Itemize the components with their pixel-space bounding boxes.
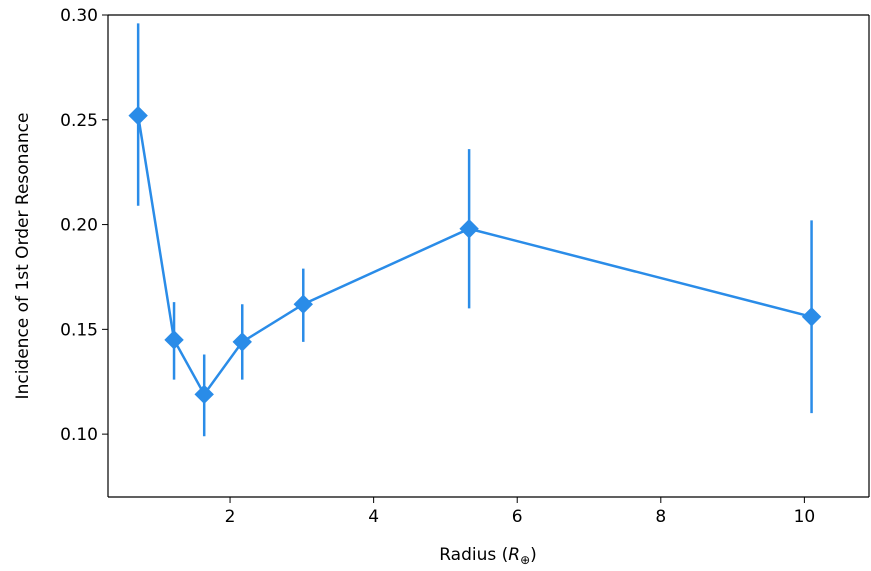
y-tick-label: 0.10 <box>60 425 98 445</box>
plot-area <box>128 23 822 437</box>
data-point-diamond <box>194 384 214 405</box>
x-axis-label: Radius (R⊕) <box>439 545 537 567</box>
x-tick-label: 4 <box>368 507 379 527</box>
data-point-diamond <box>128 105 148 126</box>
y-tick-label: 0.20 <box>60 216 98 236</box>
x-axis-label-var: R <box>508 545 520 565</box>
x-tick-label: 8 <box>655 507 666 527</box>
x-axis-label-main: Radius ( <box>439 545 508 565</box>
data-point-diamond <box>293 294 313 314</box>
data-point-diamond <box>164 330 184 350</box>
y-tick-label: 0.15 <box>60 320 98 340</box>
series-line <box>136 115 812 397</box>
x-tick-label: 6 <box>512 507 523 527</box>
axes: 2 4 6 8 10 0.10 0.15 0.20 0.25 0.30 <box>60 6 870 527</box>
x-tick-label: 2 <box>225 507 236 527</box>
x-tick-label: 10 <box>794 507 816 527</box>
data-point-diamond <box>801 307 822 327</box>
x-axis-label-close: ) <box>530 545 537 565</box>
x-axis-label-subscript: ⊕ <box>520 553 530 567</box>
data-point-diamond <box>459 219 479 239</box>
data-point-diamond <box>232 332 252 352</box>
y-tick-label: 0.30 <box>60 6 98 26</box>
y-tick-label: 0.25 <box>60 111 98 131</box>
y-axis-label: Incidence of 1st Order Resonance <box>13 113 33 400</box>
